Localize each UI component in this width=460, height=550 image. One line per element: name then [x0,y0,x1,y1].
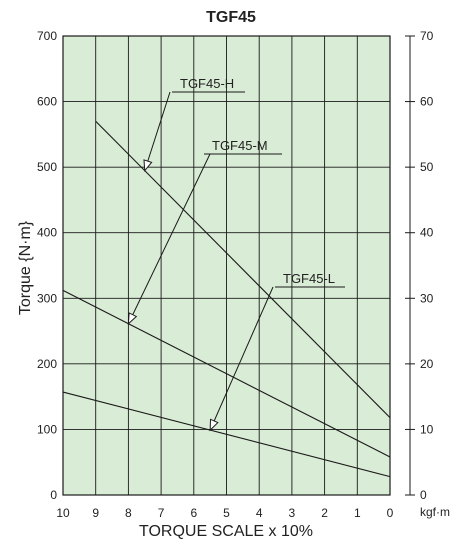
x-tick-label-10: 10 [56,506,70,520]
y2-tick-label-50: 50 [420,160,434,174]
annotation-arrow-tgf45-m [127,312,138,325]
y-tick-label-200: 200 [37,357,57,371]
annotation-arrow-tgf45-h [143,159,153,172]
annotation-label-tgf45-l: TGF45-L [283,271,335,286]
annotation-arrow-tgf45-l [209,418,219,432]
axes: 10 9 8 7 6 5 4 3 2 1 00100200300400500600700010203… [37,29,434,520]
y2-tick-label-0: 0 [420,488,427,502]
y-tick-label-0: 0 [50,488,57,502]
y2-tick-label-20: 20 [420,357,434,371]
y2-tick-label-10: 10 [420,422,434,436]
x-tick-label-6: 6 [190,506,197,520]
y2-tick-label-60: 60 [420,95,434,109]
y-tick-label-600: 600 [37,95,57,109]
chart-title: TGF45 [206,9,256,26]
x-tick-label-3: 3 [289,506,296,520]
y2-tick-label-40: 40 [420,226,434,240]
x-tick-label-0: 0 [387,506,394,520]
annotation-leader-tgf45-h [144,91,171,171]
y-tick-label-400: 400 [37,226,57,240]
y2-tick-label-30: 30 [420,291,434,305]
series-line-tgf45-m [62,289,391,458]
y2-tick-label-70: 70 [420,29,434,43]
x-tick-label-1: 1 [354,506,361,520]
x-tick-label-7: 7 [158,506,165,520]
y-tick-label-300: 300 [37,291,57,305]
annotations: TGF45-H TGF45-M TGF45-L [127,76,345,432]
y-tick-label-700: 700 [37,29,57,43]
y-tick-label-100: 100 [37,422,57,436]
x-tick-label-2: 2 [321,506,328,520]
annotation-label-tgf45-m: TGF45-M [212,138,268,153]
y-tick-label-500: 500 [37,160,57,174]
annotation-label-tgf45-h: TGF45-H [180,76,234,91]
y2-unit-label: kgf·m [420,505,450,519]
annotation-leader-tgf45-m [127,153,211,324]
plot-frame [62,35,391,496]
x-tick-label-4: 4 [256,506,263,520]
x-tick-label-5: 5 [223,506,230,520]
series-line-tgf45-l [62,391,391,478]
y-axis-label: Torque {N·m} [17,220,34,315]
x-axis-label: TORQUE SCALE x 10% [139,523,313,540]
x-tick-label-8: 8 [125,506,132,520]
annotation-leader-tgf45-l [209,286,274,431]
x-tick-label-9: 9 [92,506,99,520]
